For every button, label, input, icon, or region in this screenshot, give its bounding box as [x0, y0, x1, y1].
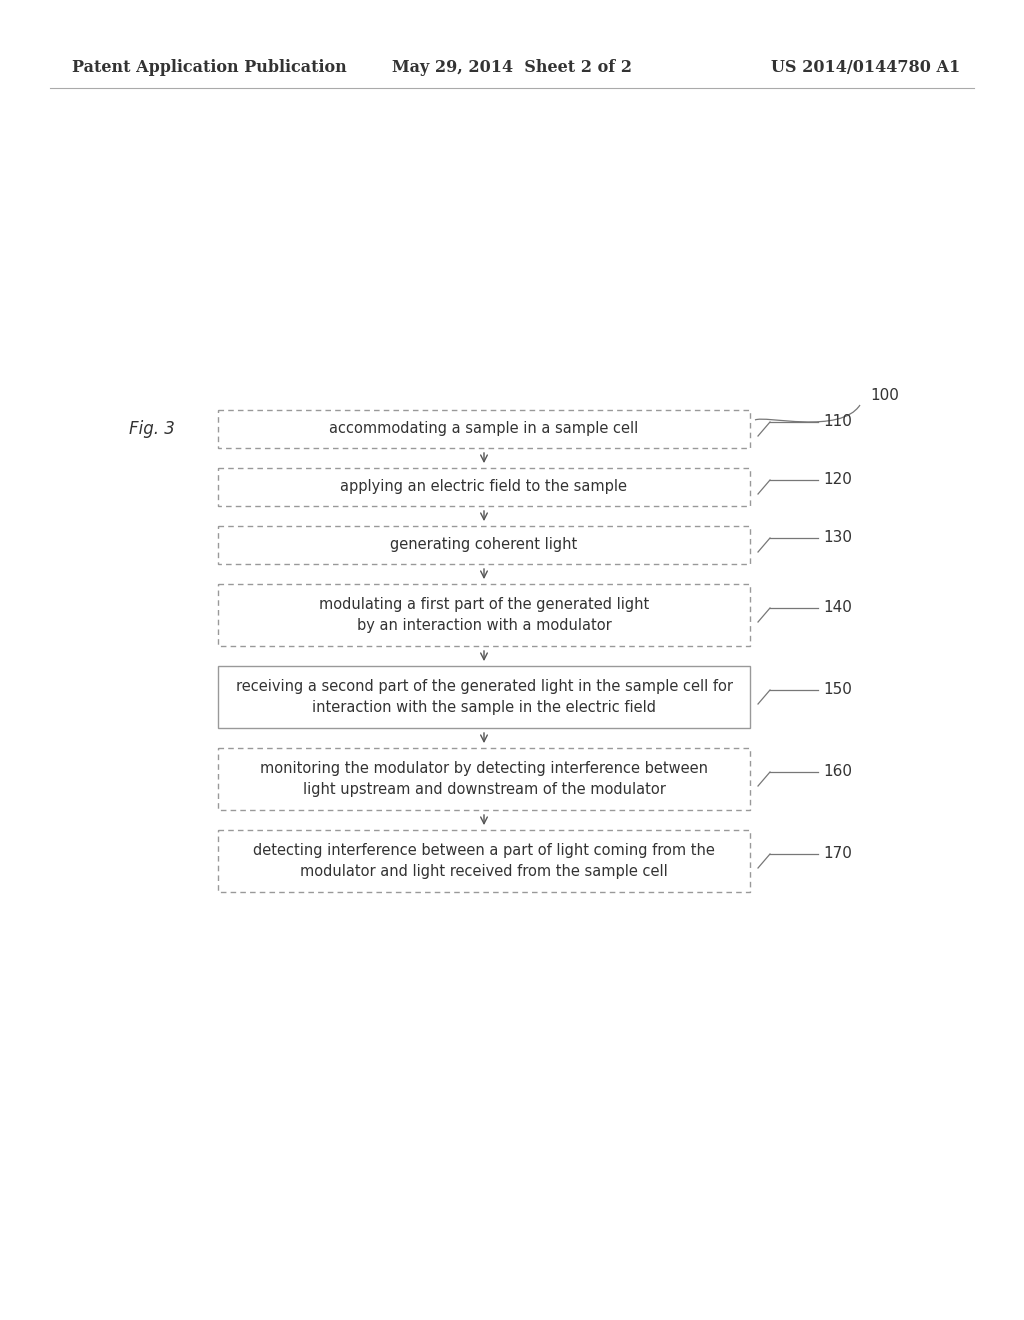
FancyBboxPatch shape [218, 667, 750, 729]
Text: Fig. 3: Fig. 3 [129, 420, 175, 438]
Text: receiving a second part of the generated light in the sample cell for
interactio: receiving a second part of the generated… [236, 678, 732, 715]
Text: generating coherent light: generating coherent light [390, 537, 578, 553]
Text: Patent Application Publication: Patent Application Publication [72, 59, 347, 77]
FancyBboxPatch shape [218, 469, 750, 506]
Text: 120: 120 [823, 473, 852, 487]
Text: monitoring the modulator by detecting interference between
light upstream and do: monitoring the modulator by detecting in… [260, 762, 708, 797]
Text: 150: 150 [823, 682, 852, 697]
Text: US 2014/0144780 A1: US 2014/0144780 A1 [771, 59, 961, 77]
Text: 170: 170 [823, 846, 852, 862]
FancyBboxPatch shape [218, 830, 750, 892]
Text: modulating a first part of the generated light
by an interaction with a modulato: modulating a first part of the generated… [318, 597, 649, 634]
FancyBboxPatch shape [218, 525, 750, 564]
Text: 110: 110 [823, 414, 852, 429]
Text: May 29, 2014  Sheet 2 of 2: May 29, 2014 Sheet 2 of 2 [392, 59, 632, 77]
Text: 100: 100 [870, 388, 899, 403]
Text: 140: 140 [823, 601, 852, 615]
FancyBboxPatch shape [218, 411, 750, 447]
Text: detecting interference between a part of light coming from the
modulator and lig: detecting interference between a part of… [253, 843, 715, 879]
Text: 130: 130 [823, 531, 852, 545]
FancyBboxPatch shape [218, 583, 750, 645]
Text: 160: 160 [823, 764, 852, 780]
Text: applying an electric field to the sample: applying an electric field to the sample [341, 479, 628, 495]
Text: accommodating a sample in a sample cell: accommodating a sample in a sample cell [330, 421, 639, 437]
FancyBboxPatch shape [218, 748, 750, 810]
